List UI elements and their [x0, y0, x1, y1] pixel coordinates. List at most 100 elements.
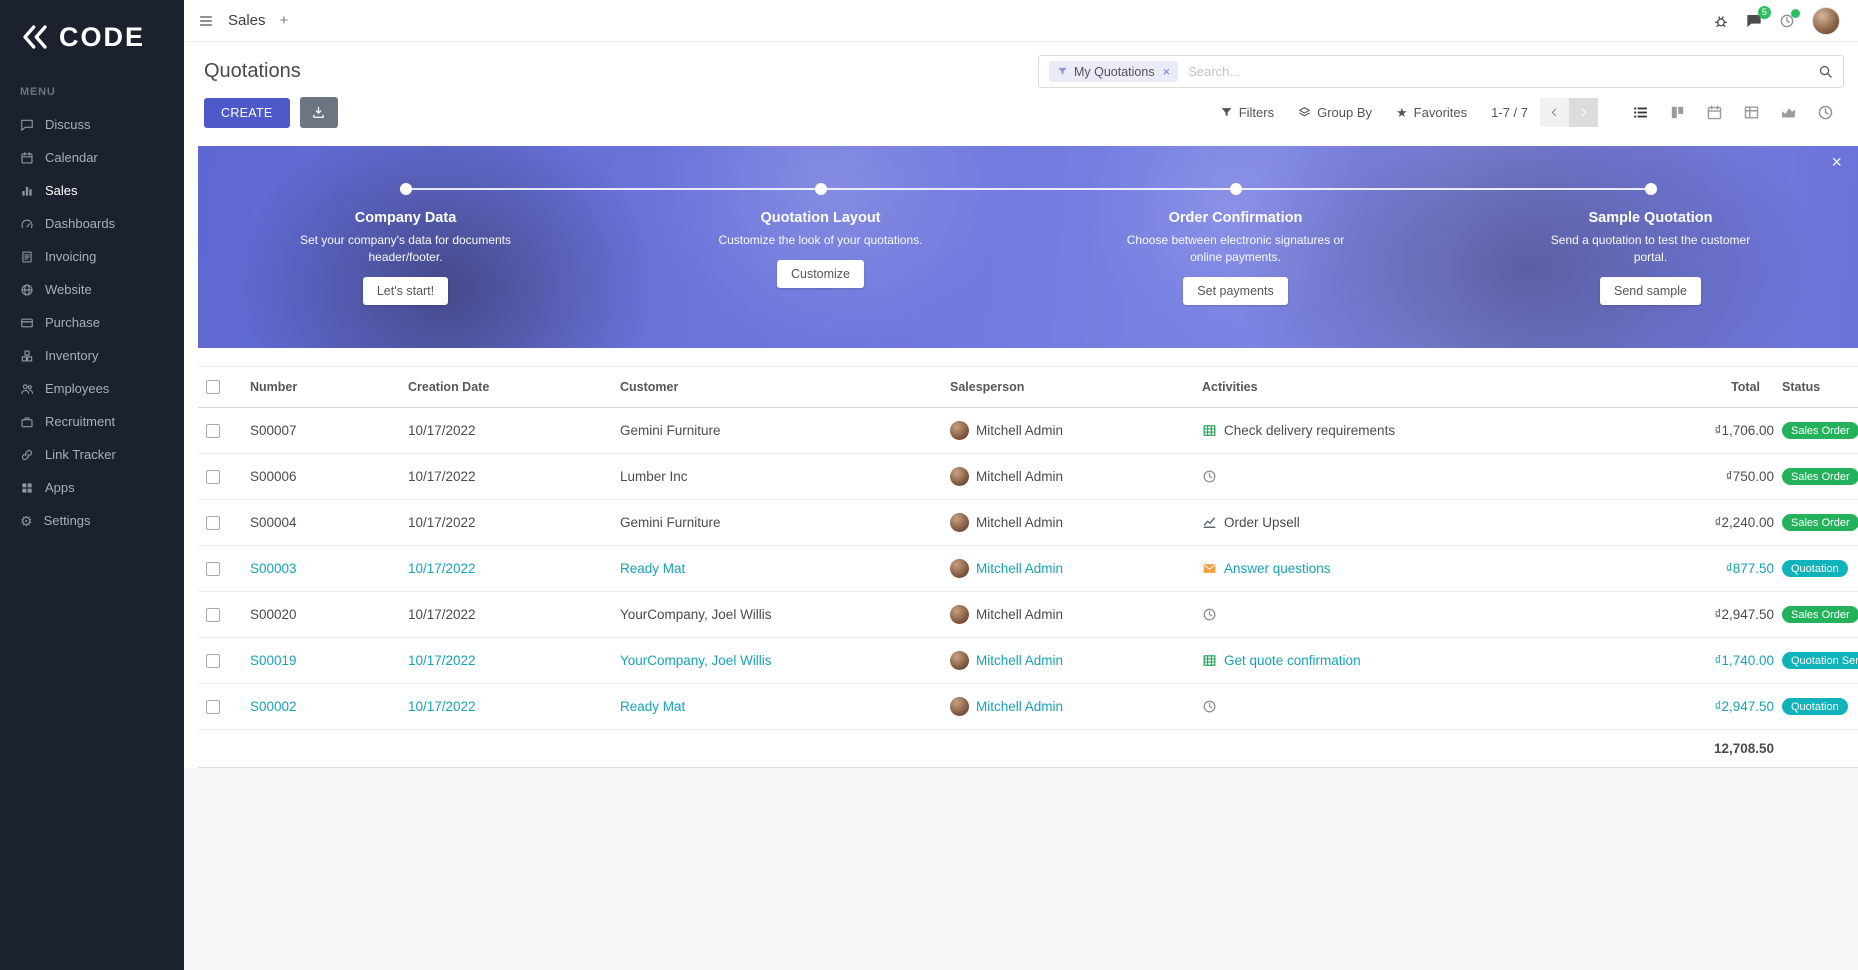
export-button[interactable]	[299, 97, 338, 128]
cell-activity[interactable]: Order Upsell	[1194, 499, 1604, 546]
cell-number[interactable]: S00006	[242, 453, 400, 500]
cell-creation-date[interactable]: 10/17/2022	[400, 591, 612, 638]
cell-number[interactable]: S00003	[242, 545, 400, 592]
list-view-button[interactable]	[1622, 97, 1659, 128]
row-checkbox[interactable]	[206, 700, 220, 715]
cell-customer[interactable]: Lumber Inc	[612, 453, 942, 500]
cell-creation-date[interactable]: 10/17/2022	[400, 453, 612, 500]
pager-previous-button[interactable]	[1540, 98, 1569, 127]
cell-creation-date[interactable]: 10/17/2022	[400, 407, 612, 454]
cell-customer[interactable]: Gemini Furniture	[612, 499, 942, 546]
pager-next-button[interactable]	[1569, 98, 1598, 127]
messages-button[interactable]: 5	[1746, 5, 1771, 29]
current-app-name[interactable]: Sales	[228, 12, 266, 29]
cell-total[interactable]: ₫877.50	[1604, 545, 1774, 592]
sidebar-item-discuss[interactable]: Discuss	[0, 108, 184, 141]
row-checkbox[interactable]	[206, 654, 220, 669]
sidebar-item-employees[interactable]: Employees	[0, 372, 184, 405]
row-checkbox[interactable]	[206, 608, 220, 623]
cell-salesperson[interactable]: Mitchell Admin	[942, 545, 1194, 592]
cell-salesperson[interactable]: Mitchell Admin	[942, 453, 1194, 500]
header-total[interactable]: Total	[1604, 366, 1774, 408]
cell-customer[interactable]: YourCompany, Joel Willis	[612, 637, 942, 684]
cell-total[interactable]: ₫2,947.50	[1604, 591, 1774, 638]
cell-total[interactable]: ₫2,240.00	[1604, 499, 1774, 546]
cell-creation-date[interactable]: 10/17/2022	[400, 637, 612, 684]
calendar-view-button[interactable]	[1696, 97, 1733, 128]
table-row-s00019[interactable]: S00019 10/17/2022 YourCompany, Joel Will…	[198, 637, 1858, 684]
table-row-s00002[interactable]: S00002 10/17/2022 Ready Mat Mitchell Adm…	[198, 683, 1858, 730]
banner-close-icon[interactable]: ×	[1831, 152, 1842, 172]
cell-activity[interactable]	[1194, 453, 1604, 500]
cell-activity[interactable]: Check delivery requirements	[1194, 407, 1604, 454]
sidebar-item-purchase[interactable]: Purchase	[0, 306, 184, 339]
cell-number[interactable]: S00020	[242, 591, 400, 638]
sidebar-item-recruitment[interactable]: Recruitment	[0, 405, 184, 438]
cell-customer[interactable]: YourCompany, Joel Willis	[612, 591, 942, 638]
cell-total[interactable]: ₫1,740.00	[1604, 637, 1774, 684]
cell-total[interactable]: ₫2,947.50	[1604, 683, 1774, 730]
search-icon[interactable]	[1818, 64, 1833, 79]
header-activities[interactable]: Activities	[1194, 366, 1604, 408]
cell-salesperson[interactable]: Mitchell Admin	[942, 591, 1194, 638]
table-row-s00007[interactable]: S00007 10/17/2022 Gemini Furniture Mitch…	[198, 407, 1858, 454]
search-bar[interactable]: My Quotations ×	[1038, 55, 1844, 88]
cell-customer[interactable]: Ready Mat	[612, 683, 942, 730]
step-action-button-quotation-layout[interactable]: Customize	[776, 259, 865, 288]
pivot-view-button[interactable]	[1733, 97, 1770, 128]
sidebar-item-invoicing[interactable]: Invoicing	[0, 240, 184, 273]
graph-view-button[interactable]	[1770, 97, 1807, 128]
table-row-s00006[interactable]: S00006 10/17/2022 Lumber Inc Mitchell Ad…	[198, 453, 1858, 500]
header-number[interactable]: Number	[242, 366, 400, 408]
header-salesperson[interactable]: Salesperson	[942, 366, 1194, 408]
row-checkbox[interactable]	[206, 562, 220, 577]
hamburger-menu-icon[interactable]	[198, 13, 214, 29]
create-button[interactable]: CREATE	[204, 97, 290, 128]
row-checkbox[interactable]	[206, 424, 220, 439]
sidebar-item-calendar[interactable]: Calendar	[0, 141, 184, 174]
cell-creation-date[interactable]: 10/17/2022	[400, 545, 612, 592]
cell-number[interactable]: S00007	[242, 407, 400, 454]
sidebar-item-apps[interactable]: Apps	[0, 471, 184, 504]
debug-icon[interactable]	[1713, 13, 1729, 29]
cell-activity[interactable]: Answer questions	[1194, 545, 1604, 592]
row-checkbox[interactable]	[206, 470, 220, 485]
activities-button[interactable]	[1779, 8, 1800, 29]
cell-salesperson[interactable]: Mitchell Admin	[942, 683, 1194, 730]
favorites-button[interactable]: ★ Favorites	[1396, 105, 1467, 120]
cell-total[interactable]: ₫750.00	[1604, 453, 1774, 500]
sidebar-item-inventory[interactable]: Inventory	[0, 339, 184, 372]
step-action-button-company-data[interactable]: Let's start!	[362, 276, 449, 305]
cell-creation-date[interactable]: 10/17/2022	[400, 683, 612, 730]
cell-activity[interactable]: Get quote confirmation	[1194, 637, 1604, 684]
step-action-button-sample-quotation[interactable]: Send sample	[1600, 276, 1701, 305]
cell-salesperson[interactable]: Mitchell Admin	[942, 499, 1194, 546]
sidebar-item-link-tracker[interactable]: Link Tracker	[0, 438, 184, 471]
cell-activity[interactable]	[1194, 683, 1604, 730]
cell-number[interactable]: S00002	[242, 683, 400, 730]
cell-number[interactable]: S00004	[242, 499, 400, 546]
filters-button[interactable]: Filters	[1220, 105, 1274, 120]
header-creation-date[interactable]: Creation Date	[400, 366, 612, 408]
cell-customer[interactable]: Gemini Furniture	[612, 407, 942, 454]
sidebar-item-dashboards[interactable]: Dashboards	[0, 207, 184, 240]
sidebar-item-website[interactable]: Website	[0, 273, 184, 306]
add-tab-icon[interactable]: +	[279, 12, 289, 29]
select-all-checkbox[interactable]	[206, 380, 220, 395]
sidebar-item-sales[interactable]: Sales	[0, 174, 184, 207]
logo[interactable]: CODE	[0, 0, 184, 74]
cell-salesperson[interactable]: Mitchell Admin	[942, 637, 1194, 684]
header-status[interactable]: Status	[1774, 366, 1858, 408]
kanban-view-button[interactable]	[1659, 97, 1696, 128]
header-customer[interactable]: Customer	[612, 366, 942, 408]
cell-customer[interactable]: Ready Mat	[612, 545, 942, 592]
search-input[interactable]	[1186, 63, 1810, 80]
cell-salesperson[interactable]: Mitchell Admin	[942, 407, 1194, 454]
facet-remove-icon[interactable]: ×	[1162, 64, 1171, 79]
cell-total[interactable]: ₫1,706.00	[1604, 407, 1774, 454]
group-by-button[interactable]: Group By	[1298, 105, 1372, 120]
step-action-button-order-confirmation[interactable]: Set payments	[1183, 276, 1288, 305]
cell-creation-date[interactable]: 10/17/2022	[400, 499, 612, 546]
user-avatar[interactable]	[1812, 6, 1840, 35]
table-row-s00004[interactable]: S00004 10/17/2022 Gemini Furniture Mitch…	[198, 499, 1858, 546]
